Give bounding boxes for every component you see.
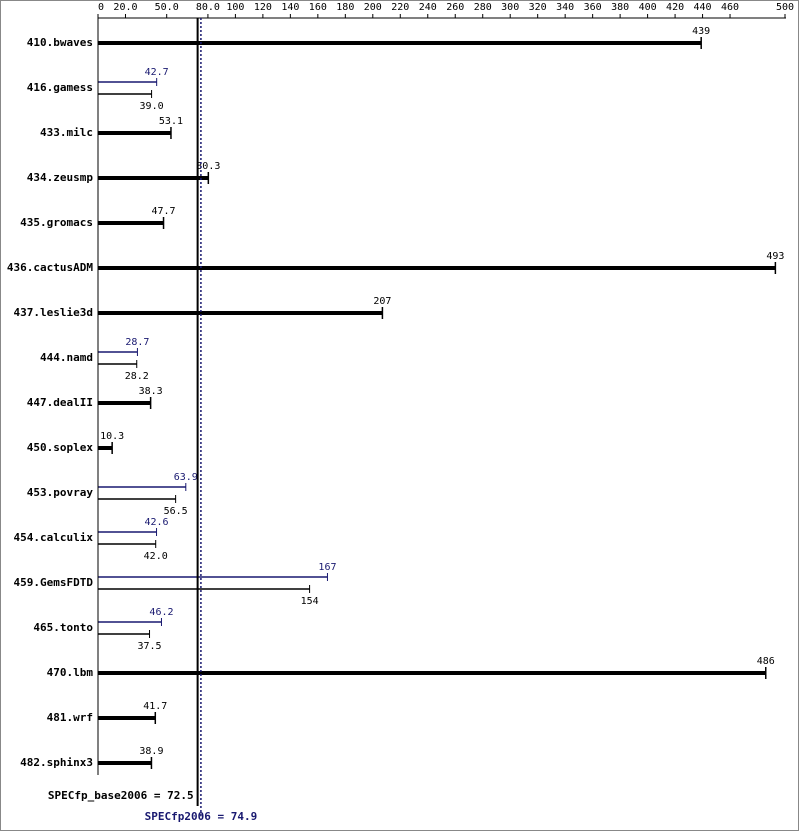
value-label: 439 <box>692 26 710 37</box>
value-label: 47.7 <box>151 206 175 217</box>
x-tick-label: 440 <box>694 2 712 13</box>
peak-value-label: 28.7 <box>125 337 149 348</box>
value-label: 42.0 <box>144 551 168 562</box>
x-tick-label: 280 <box>474 2 492 13</box>
value-label: 53.1 <box>159 116 183 127</box>
x-tick-label: 420 <box>666 2 684 13</box>
x-tick-label: 500 <box>776 2 794 13</box>
category-label: 437.leslie3d <box>14 306 93 319</box>
x-tick-label: 460 <box>721 2 739 13</box>
x-tick-label: 100 <box>226 2 244 13</box>
value-label: 10.3 <box>100 431 124 442</box>
category-label: 444.namd <box>40 351 93 364</box>
x-tick-label: 200 <box>364 2 382 13</box>
value-label: 154 <box>301 596 319 607</box>
value-label: 37.5 <box>137 641 161 652</box>
x-tick-label: 260 <box>446 2 464 13</box>
x-tick-label: 220 <box>391 2 409 13</box>
value-label: 39.0 <box>140 101 164 112</box>
reference-label: SPECfp2006 = 74.9 <box>145 810 258 823</box>
x-tick-label: 300 <box>501 2 519 13</box>
category-label: 433.milc <box>40 126 93 139</box>
x-tick-label: 180 <box>336 2 354 13</box>
peak-value-label: 42.7 <box>145 67 169 78</box>
x-tick-label: 360 <box>584 2 602 13</box>
x-tick-label: 340 <box>556 2 574 13</box>
x-tick-label: 400 <box>639 2 657 13</box>
peak-value-label: 42.6 <box>144 517 168 528</box>
x-tick-label: 140 <box>281 2 299 13</box>
category-label: 434.zeusmp <box>27 171 94 184</box>
x-tick-label: 80.0 <box>196 2 220 13</box>
x-tick-label: 320 <box>529 2 547 13</box>
x-tick-label: 160 <box>309 2 327 13</box>
category-label: 450.soplex <box>27 441 94 454</box>
value-label: 80.3 <box>196 161 220 172</box>
x-tick-label: 50.0 <box>155 2 179 13</box>
category-label: 416.gamess <box>27 81 93 94</box>
peak-value-label: 63.9 <box>174 472 198 483</box>
category-label: 454.calculix <box>14 531 94 544</box>
value-label: 56.5 <box>164 506 188 517</box>
x-tick-label: 380 <box>611 2 629 13</box>
value-label: 486 <box>757 656 775 667</box>
value-label: 41.7 <box>143 701 167 712</box>
peak-value-label: 46.2 <box>149 607 173 618</box>
category-label: 481.wrf <box>47 711 93 724</box>
category-label: 410.bwaves <box>27 36 93 49</box>
category-label: 470.lbm <box>47 666 94 679</box>
category-label: 435.gromacs <box>20 216 93 229</box>
category-label: 465.tonto <box>33 621 93 634</box>
value-label: 493 <box>766 251 784 262</box>
reference-label: SPECfp_base2006 = 72.5 <box>48 789 194 802</box>
value-label: 207 <box>373 296 391 307</box>
category-label: 482.sphinx3 <box>20 756 93 769</box>
value-label: 38.3 <box>139 386 163 397</box>
category-label: 459.GemsFDTD <box>14 576 94 589</box>
peak-value-label: 167 <box>318 562 336 573</box>
x-tick-label: 240 <box>419 2 437 13</box>
x-tick-label: 120 <box>254 2 272 13</box>
value-label: 28.2 <box>125 371 149 382</box>
category-label: 453.povray <box>27 486 94 499</box>
category-label: 436.cactusADM <box>7 261 93 274</box>
x-tick-label: 0 <box>98 2 104 13</box>
x-tick-label: 20.0 <box>113 2 137 13</box>
value-label: 38.9 <box>139 746 163 757</box>
category-label: 447.dealII <box>27 396 93 409</box>
